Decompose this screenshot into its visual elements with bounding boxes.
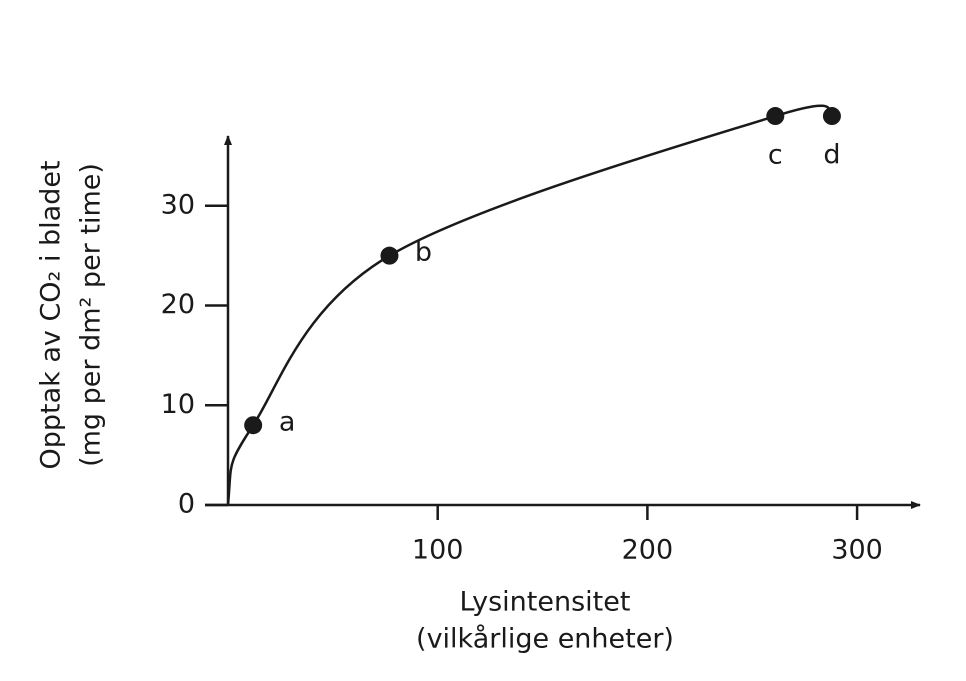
y-tick-label: 20 [161, 289, 195, 320]
y-axis-title: (mg per dm² per time) [76, 163, 107, 467]
x-tick-label: 300 [831, 535, 883, 566]
point-label: d [823, 140, 840, 171]
x-axis-title: Lysintensitet [460, 587, 631, 618]
point-label: c [768, 140, 783, 171]
y-tick-label: 30 [161, 189, 195, 220]
data-point [244, 416, 263, 435]
data-point [822, 107, 841, 126]
x-tick-label: 100 [412, 535, 464, 566]
point-label: a [279, 407, 296, 438]
x-tick-label: 200 [622, 535, 674, 566]
y-axis-title: Opptak av CO₂ i bladet [36, 160, 67, 469]
x-axis-title: (vilkårlige enheter) [416, 624, 674, 655]
data-point [766, 107, 785, 126]
y-tick-label: 10 [161, 389, 195, 420]
point-label: b [415, 237, 432, 268]
y-tick-label: 0 [178, 489, 195, 520]
curve [226, 104, 833, 506]
data-point [380, 246, 399, 265]
